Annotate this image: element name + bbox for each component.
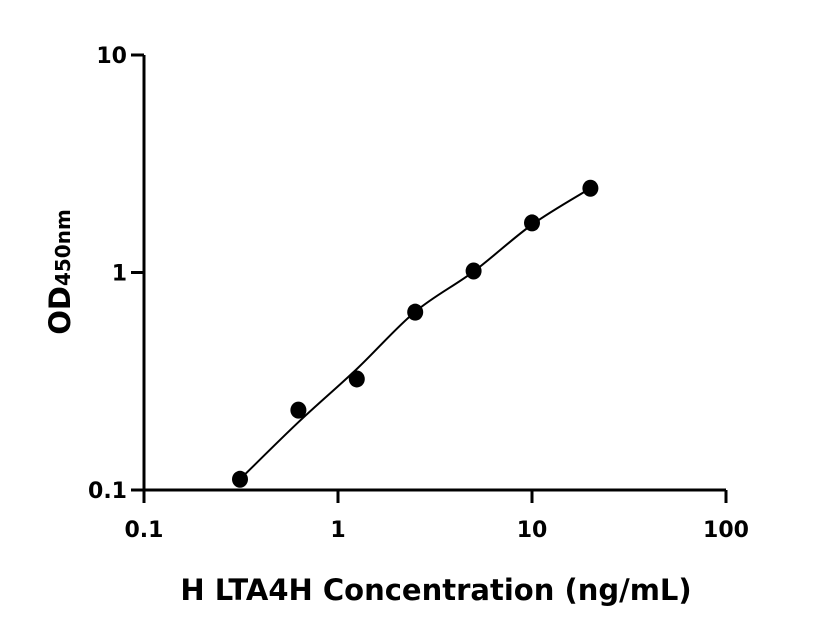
data-point xyxy=(232,470,249,488)
x-tick-label: 0.1 xyxy=(125,518,164,543)
x-tick-label: 1 xyxy=(330,518,345,543)
data-points xyxy=(232,179,599,488)
data-point xyxy=(290,401,307,419)
ticks: 0.1 1 10 100 0.1 1 10 xyxy=(88,44,749,543)
y-axis-title-main: OD xyxy=(43,286,77,335)
y-tick-label: 10 xyxy=(96,44,127,69)
fit-curve xyxy=(239,187,591,481)
x-tick-label: 10 xyxy=(517,518,548,543)
data-point xyxy=(582,179,599,197)
y-tick-label: 0.1 xyxy=(88,479,127,504)
data-point xyxy=(407,303,424,321)
axes xyxy=(142,55,726,492)
y-axis-title-sub: 450nm xyxy=(51,209,75,286)
x-axis-title: H LTA4H Concentration (ng/mL) xyxy=(180,573,691,607)
x-tick-label: 100 xyxy=(703,518,749,543)
data-point xyxy=(524,214,540,232)
data-point xyxy=(465,262,482,280)
y-tick-label: 1 xyxy=(112,262,127,287)
y-axis-title: OD450nm xyxy=(43,209,77,335)
data-point xyxy=(348,370,365,388)
